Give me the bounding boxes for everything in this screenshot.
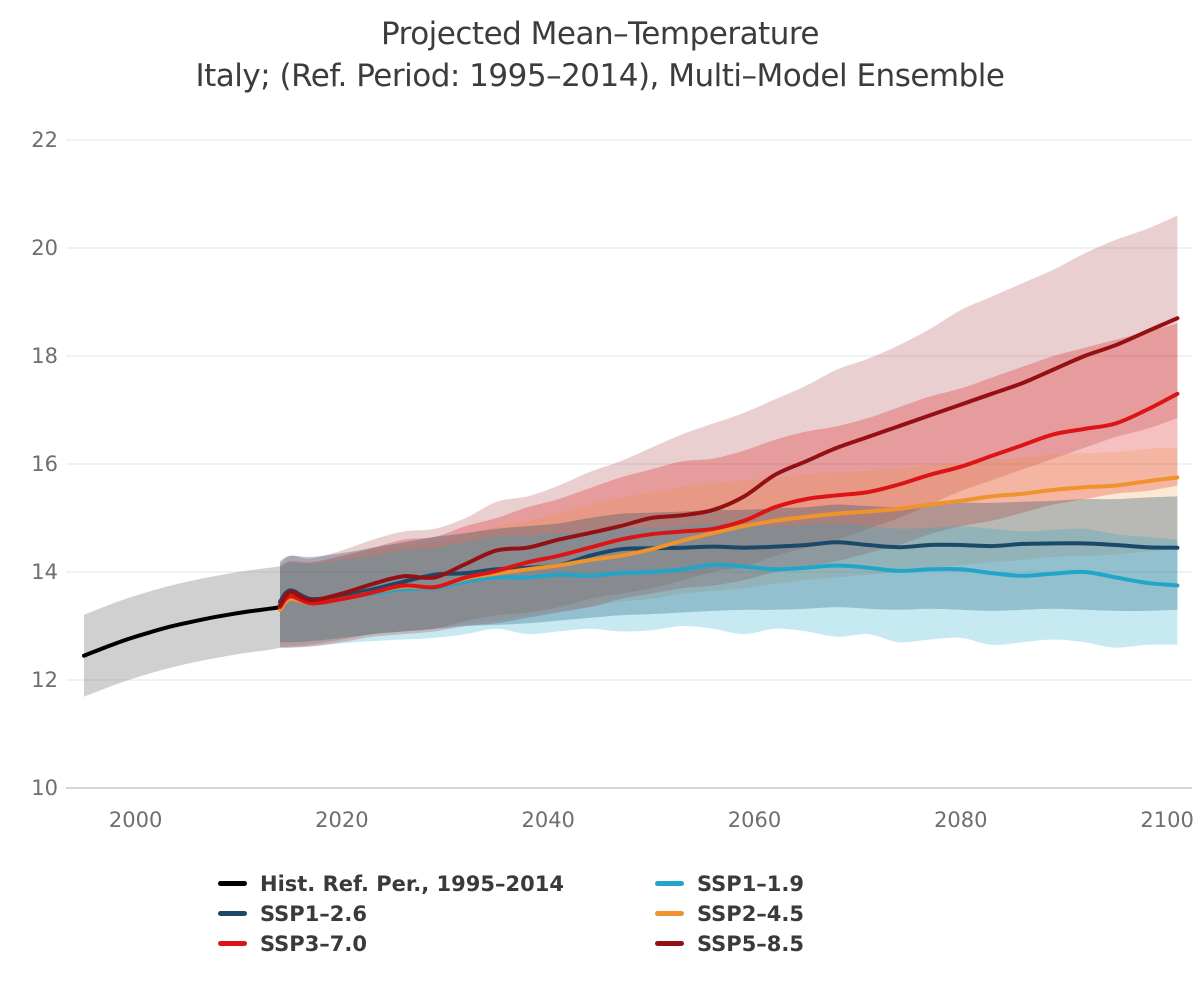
temperature-projection-chart: 22 20 18 16 14 12 10 2000 2020 2040 2060 2080 2100 [31, 128, 1194, 832]
x-tick-label: 2060 [728, 808, 781, 832]
legend-label: SSP5–8.5 [697, 931, 805, 956]
band-ssp119 [280, 523, 1178, 648]
chart-title-line2: Italy; (Ref. Period: 1995–2014), Multi–M… [195, 58, 1005, 94]
legend-item-ssp3-7-0[interactable]: SSP3–7.0 [218, 931, 655, 956]
y-tick-label: 14 [31, 560, 58, 584]
band-ssp585 [280, 215, 1178, 648]
line-ssp119 [278, 562, 1180, 607]
ssp1-2-6-line-swatch [218, 911, 247, 916]
legend-item-ssp2-4-5[interactable]: SSP2–4.5 [655, 901, 805, 926]
legend-label: SSP2–4.5 [697, 901, 805, 926]
ssp3-7-0-line-swatch [218, 941, 247, 946]
band-ssp126 [280, 496, 1178, 643]
legend-item-hist[interactable]: Hist. Ref. Per., 1995–2014 [218, 871, 655, 896]
line-ssp126 [278, 540, 1180, 604]
x-tick-label: 2020 [315, 808, 368, 832]
legend-label: SSP1–2.6 [260, 901, 368, 926]
y-tick-label: 20 [31, 236, 58, 260]
ssp2-4-5-line-swatch [655, 911, 684, 916]
legend-item-ssp1-2-6[interactable]: SSP1–2.6 [218, 901, 655, 926]
y-tick-label: 18 [31, 344, 58, 368]
legend-item-ssp1-1-9[interactable]: SSP1–1.9 [655, 871, 805, 896]
line-hist [82, 605, 282, 658]
ssp5-8-5-line-swatch [655, 941, 684, 946]
x-tick-label: 2040 [521, 808, 574, 832]
y-tick-label: 12 [31, 668, 58, 692]
legend-item-ssp5-8-5[interactable]: SSP5–8.5 [655, 931, 805, 956]
x-tick-label: 2000 [109, 808, 162, 832]
y-tick-label: 22 [31, 128, 58, 152]
chart-title: Projected Mean–Temperature Italy; (Ref. … [0, 13, 1200, 97]
hist-line-swatch [218, 881, 247, 886]
x-tick-label: 2100 [1140, 808, 1193, 832]
band-hist [84, 566, 280, 697]
y-tick-label: 10 [31, 776, 58, 800]
legend-label: SSP1–1.9 [697, 871, 805, 896]
y-tick-label: 16 [31, 452, 58, 476]
chart-title-line1: Projected Mean–Temperature [381, 16, 820, 52]
line-ssp585 [278, 316, 1180, 608]
legend-label: Hist. Ref. Per., 1995–2014 [260, 871, 564, 896]
line-ssp370 [278, 391, 1180, 610]
legend-label: SSP3–7.0 [260, 931, 368, 956]
band-ssp370 [280, 323, 1178, 648]
x-tick-label: 2080 [934, 808, 987, 832]
ssp1-1-9-line-swatch [655, 881, 684, 886]
chart-legend: Hist. Ref. Per., 1995–2014 SSP1–1.9 SSP1… [218, 871, 805, 956]
